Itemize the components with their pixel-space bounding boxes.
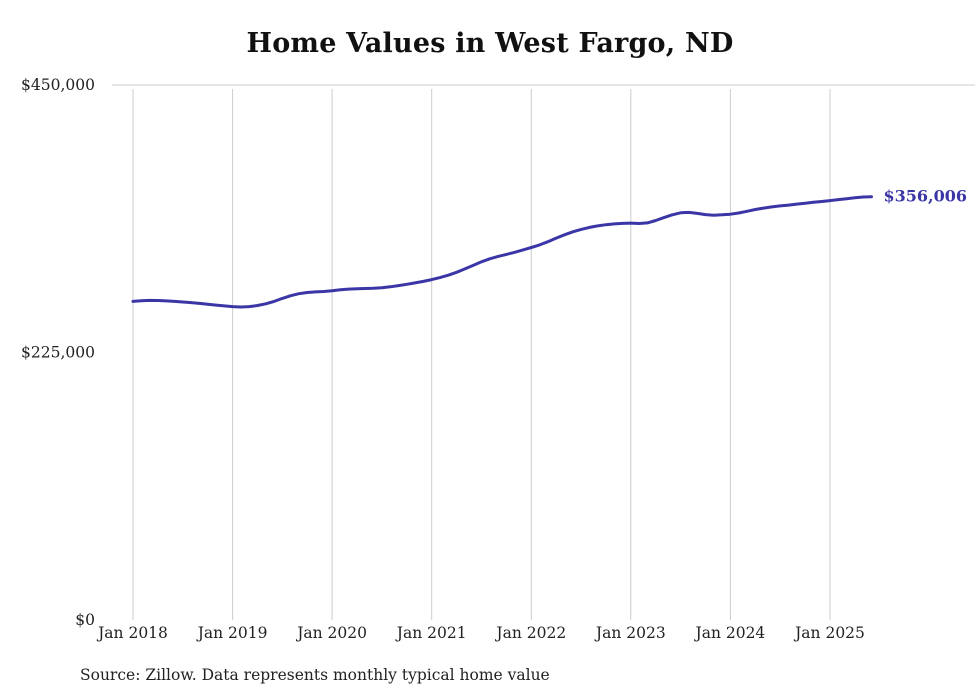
x-tick-label: Jan 2025 bbox=[793, 624, 865, 642]
x-tick-label: Jan 2023 bbox=[594, 624, 666, 642]
x-tick-label: Jan 2020 bbox=[295, 624, 367, 642]
home-values-line-chart: Jan 2018 Jan 2019 Jan 2020 Jan 2021 Jan 2022… bbox=[21, 76, 975, 642]
x-tick-label: Jan 2021 bbox=[395, 624, 467, 642]
chart-title: Home Values in West Fargo, ND bbox=[246, 28, 734, 59]
y-tick-label: $450,000 bbox=[21, 76, 95, 94]
source-note: Source: Zillow. Data represents monthly … bbox=[80, 666, 550, 684]
home-value-line bbox=[131, 195, 873, 309]
x-tick-label: Jan 2022 bbox=[494, 624, 566, 642]
y-tick-label: $0 bbox=[75, 611, 95, 629]
x-tick-label: Jan 2019 bbox=[196, 624, 268, 642]
x-tick-label: Jan 2024 bbox=[693, 624, 765, 642]
final-value-label: $356,006 bbox=[884, 187, 968, 206]
y-tick-label: $225,000 bbox=[21, 344, 95, 362]
x-tick-label: Jan 2018 bbox=[96, 624, 168, 642]
